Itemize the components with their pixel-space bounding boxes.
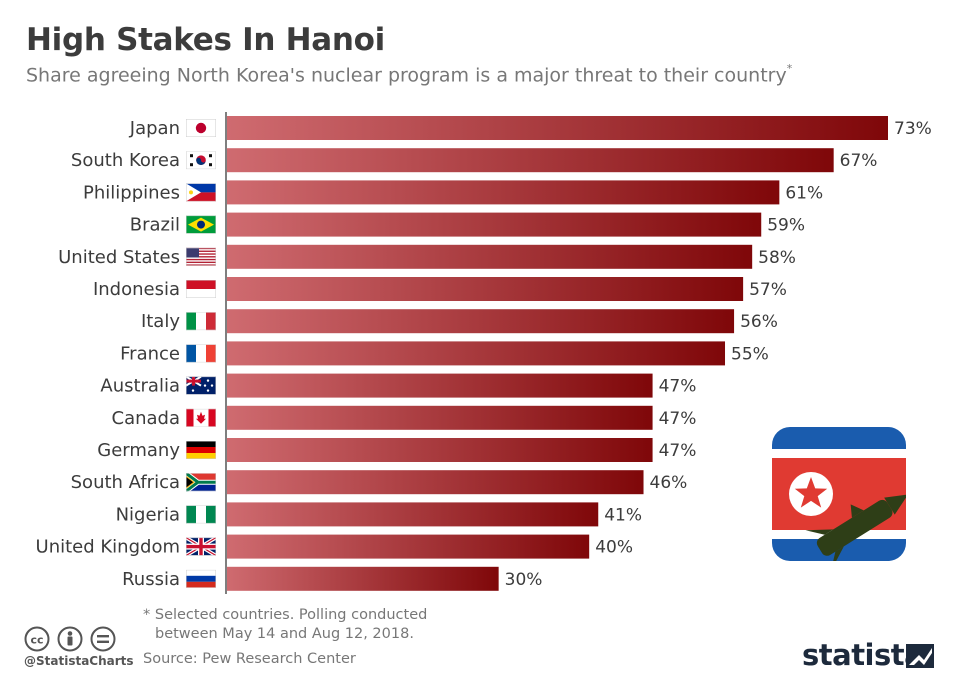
south-africa-flag-icon xyxy=(186,473,216,492)
united-kingdom-flag-icon xyxy=(186,537,216,556)
value-label-united-states: 58% xyxy=(758,248,796,268)
germany-flag-icon xyxy=(186,441,216,459)
value-label-canada: 47% xyxy=(659,409,697,429)
nigeria-flag-icon xyxy=(186,505,216,524)
svg-text:cc: cc xyxy=(30,634,43,647)
statista-wordmark: statista xyxy=(802,638,923,672)
category-label-philippines: Philippines xyxy=(83,182,180,203)
bar-philippines xyxy=(227,180,780,205)
attribution-icon xyxy=(57,626,83,652)
category-label-indonesia: Indonesia xyxy=(93,279,180,300)
value-label-south-korea: 67% xyxy=(840,151,878,171)
category-label-south-korea: South Korea xyxy=(71,150,180,171)
japan-flag-icon xyxy=(186,119,216,137)
value-label-russia: 30% xyxy=(505,570,543,590)
bar-brazil xyxy=(227,212,762,237)
value-label-united-kingdom: 40% xyxy=(595,538,633,558)
category-label-south-africa: South Africa xyxy=(71,472,180,493)
category-label-australia: Australia xyxy=(100,376,180,397)
value-label-philippines: 61% xyxy=(785,183,823,203)
bar-russia xyxy=(227,566,499,591)
bar-france xyxy=(227,341,726,366)
footnote-line-1: * Selected countries. Polling conducted xyxy=(143,607,428,623)
united-states-flag-icon xyxy=(186,247,216,266)
category-label-russia: Russia xyxy=(122,569,180,590)
north-korea-missile-icon xyxy=(772,427,906,561)
category-label-brazil: Brazil xyxy=(130,215,180,236)
bar-indonesia xyxy=(227,277,744,301)
footnote-line-2: between May 14 and Aug 12, 2018. xyxy=(155,626,414,642)
license-icons: cc xyxy=(24,626,116,652)
value-label-brazil: 59% xyxy=(767,216,805,236)
value-label-australia: 47% xyxy=(659,377,697,397)
bar-italy xyxy=(227,309,735,334)
bar-united-kingdom xyxy=(227,534,590,559)
brazil-flag-icon xyxy=(186,215,216,234)
australia-flag-icon xyxy=(186,376,216,395)
statista-logo: statista xyxy=(802,638,934,672)
south-korea-flag-icon xyxy=(186,151,216,170)
canada-flag-icon xyxy=(186,408,216,427)
category-label-united-kingdom: United Kingdom xyxy=(36,537,180,558)
category-label-united-states: United States xyxy=(58,247,180,268)
footnote: * Selected countries. Polling conducted … xyxy=(143,606,463,644)
chart-title: High Stakes In Hanoi xyxy=(26,22,385,58)
bar-japan xyxy=(227,116,888,140)
value-label-nigeria: 41% xyxy=(604,505,642,525)
statista-logo-icon xyxy=(906,644,934,668)
subtitle-text: Share agreeing North Korea's nuclear pro… xyxy=(26,64,787,87)
bar-germany xyxy=(227,438,653,462)
france-flag-icon xyxy=(186,344,216,363)
chart-subtitle: Share agreeing North Korea's nuclear pro… xyxy=(26,62,793,87)
bar-united-states xyxy=(227,244,753,269)
source-note: Source: Pew Research Center xyxy=(143,651,356,667)
value-label-south-africa: 46% xyxy=(650,473,688,493)
indonesia-flag-icon xyxy=(186,280,216,298)
bar-nigeria xyxy=(227,502,599,527)
cc-icon: cc xyxy=(24,626,50,652)
bar-south-africa xyxy=(227,470,644,495)
category-label-canada: Canada xyxy=(112,408,181,429)
no-derivatives-icon xyxy=(90,626,116,652)
italy-flag-icon xyxy=(186,312,216,331)
category-label-japan: Japan xyxy=(129,118,180,139)
value-label-france: 55% xyxy=(731,344,769,364)
value-label-indonesia: 57% xyxy=(749,280,787,300)
category-label-nigeria: Nigeria xyxy=(116,504,180,525)
bar-canada xyxy=(227,405,653,430)
category-label-france: France xyxy=(120,343,180,364)
russia-flag-icon xyxy=(186,569,216,588)
bar-australia xyxy=(227,373,653,398)
bar-south-korea xyxy=(227,148,834,173)
value-label-italy: 56% xyxy=(740,312,778,332)
category-label-germany: Germany xyxy=(97,440,180,461)
value-label-japan: 73% xyxy=(894,119,932,139)
subtitle-footnote-mark: * xyxy=(786,62,793,75)
statista-handle: @StatistaCharts xyxy=(24,654,134,668)
philippines-flag-icon xyxy=(186,183,216,202)
category-label-italy: Italy xyxy=(141,311,180,332)
value-label-germany: 47% xyxy=(659,441,697,461)
